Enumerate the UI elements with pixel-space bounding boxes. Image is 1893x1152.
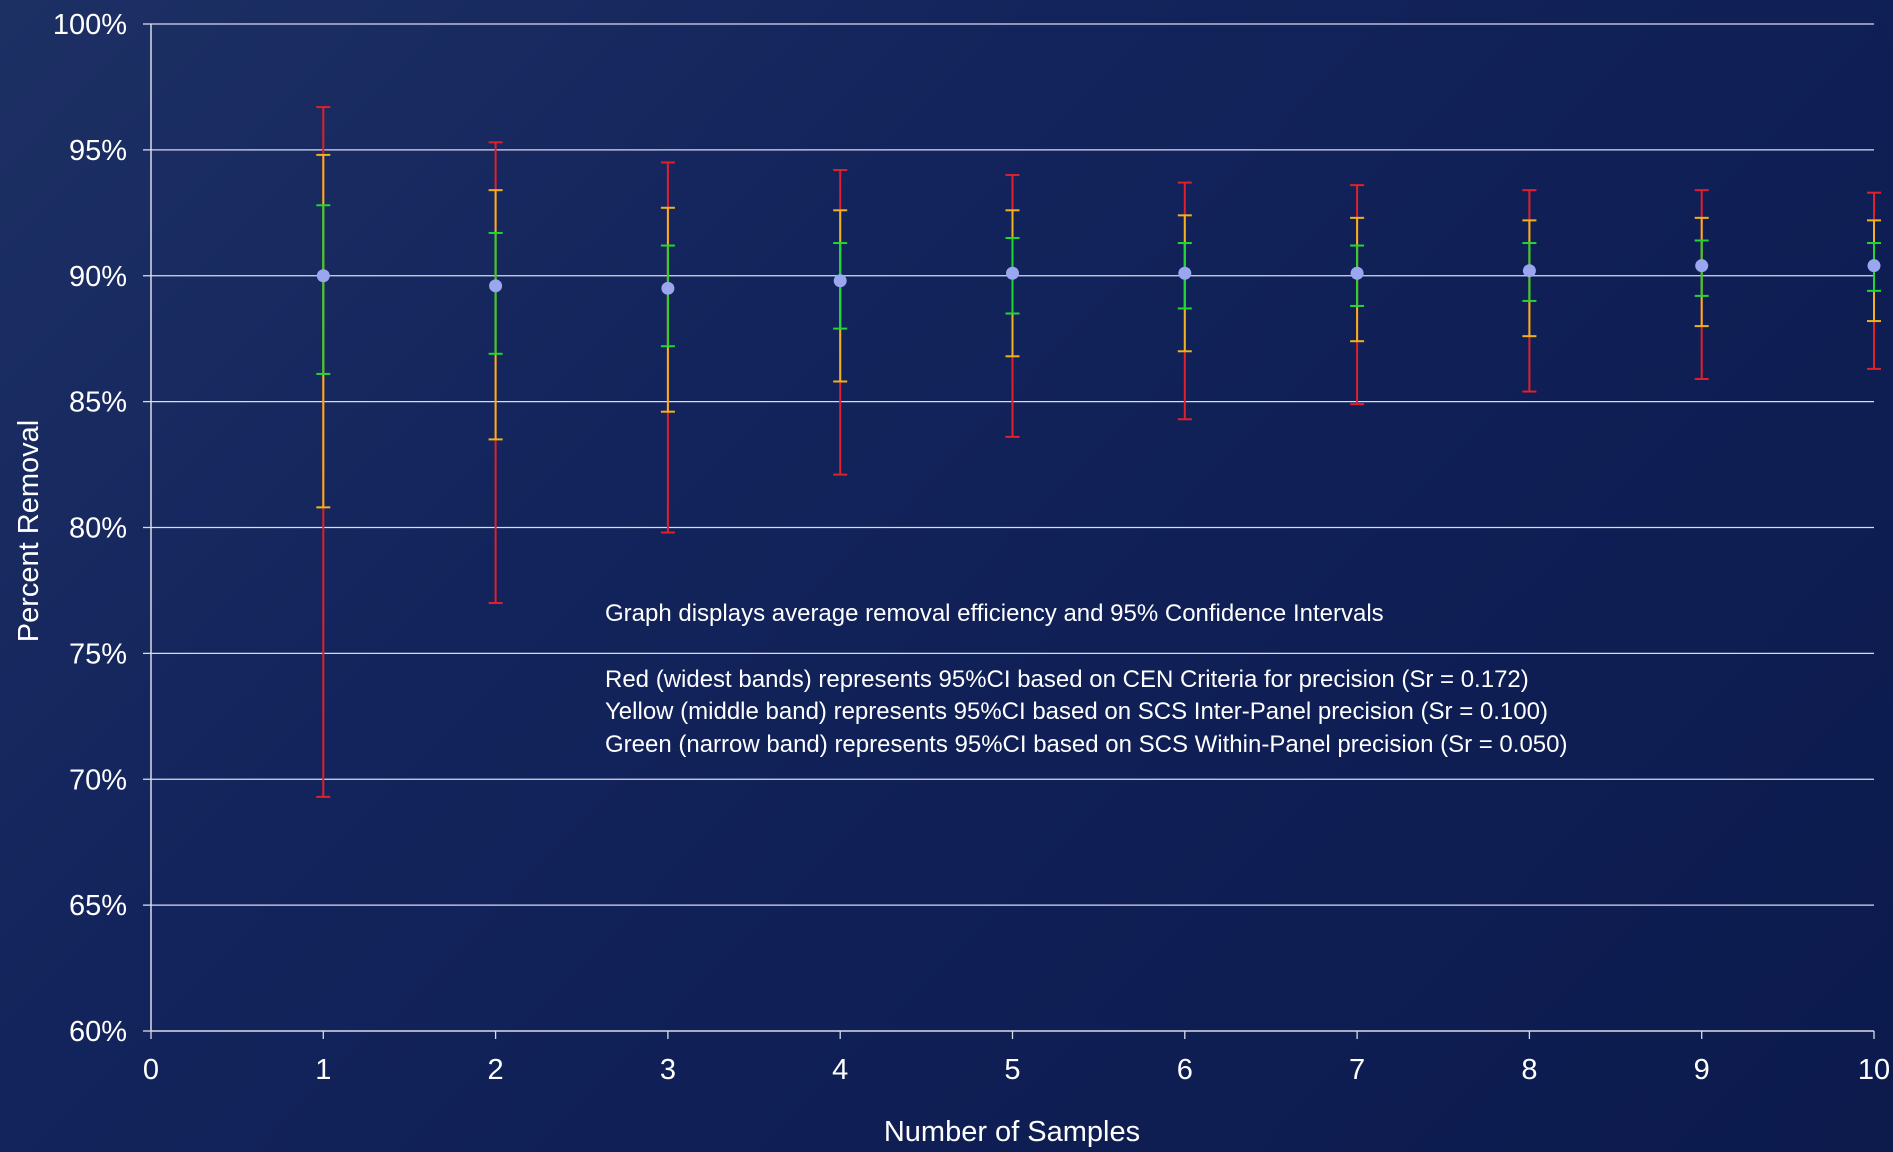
y-tick-label: 90% (69, 261, 127, 293)
mean-point (1350, 266, 1364, 280)
y-tick-label: 95% (69, 135, 127, 167)
y-tick-label: 75% (69, 638, 127, 670)
mean-point (1522, 264, 1536, 278)
grid-lines (151, 23, 1874, 906)
annotation-block: Graph displays average removal efficienc… (605, 600, 1567, 758)
y-tick-label: 65% (69, 890, 127, 922)
x-tick-label: 7 (1349, 1054, 1365, 1086)
error-bar (316, 204, 331, 375)
x-tick-label: 10 (1858, 1054, 1890, 1086)
mean-point (833, 274, 847, 288)
x-tick-label: 4 (832, 1054, 848, 1086)
annotation-line-4: Green (narrow band) represents 95%CI bas… (605, 731, 1567, 758)
error-bar-series-f2b21c (316, 153, 1881, 509)
x-tick-label: 2 (488, 1054, 504, 1086)
y-tick-label: 70% (69, 764, 127, 796)
x-tick-label: 8 (1521, 1054, 1537, 1086)
x-tick-label: 0 (143, 1054, 159, 1086)
y-tick-label: 60% (69, 1016, 127, 1048)
x-tick-label: 3 (660, 1054, 676, 1086)
x-axis-title: Number of Samples (884, 1116, 1140, 1148)
x-tick-label: 6 (1177, 1054, 1193, 1086)
x-tick-label: 5 (1004, 1054, 1020, 1086)
error-bar (488, 231, 503, 355)
axes: 60% 65% 70% 75% 80% 85% 90% 95% 100% 0 1 2 3 4 5 6 7 8 9 10 (53, 9, 1890, 1086)
mean-points (316, 259, 1881, 295)
mean-point (1695, 259, 1709, 273)
mean-point (316, 269, 330, 283)
y-axis-title: Percent Removal (13, 420, 45, 642)
annotation-line-3: Yellow (middle band) represents 95%CI ba… (605, 698, 1548, 725)
mean-point (1006, 266, 1019, 280)
mean-point (1867, 259, 1881, 273)
y-tick-label: 100% (53, 9, 127, 41)
error-bar-series-e0202a (316, 106, 1881, 798)
mean-point (489, 279, 503, 293)
mean-point (1178, 266, 1192, 280)
y-tick-label: 80% (69, 513, 127, 545)
mean-point (661, 281, 675, 295)
y-tick-label: 85% (69, 387, 127, 419)
error-bars (316, 106, 1881, 798)
x-tick-label: 1 (315, 1054, 331, 1086)
annotation-line-2: Red (widest bands) represents 95%CI base… (605, 666, 1529, 693)
error-bar (660, 244, 675, 348)
error-bar-series-22d633 (316, 204, 1881, 375)
annotation-line-1: Graph displays average removal efficienc… (605, 600, 1384, 627)
x-tick-label: 9 (1694, 1054, 1710, 1086)
